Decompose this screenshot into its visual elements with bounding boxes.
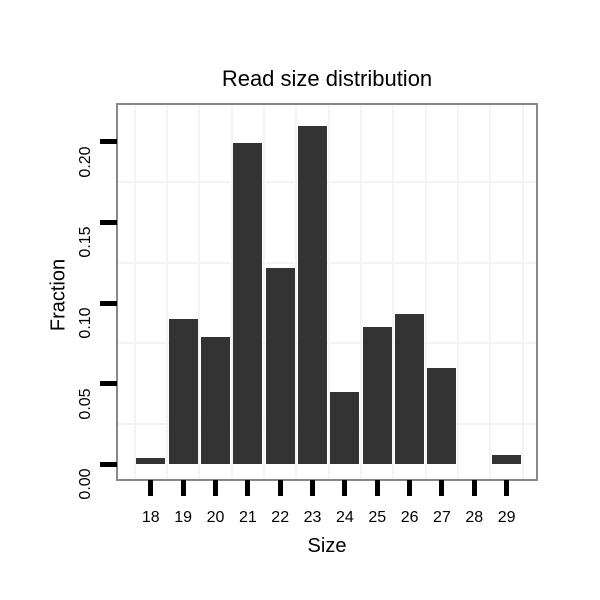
minor-gridline-vertical [133,105,136,479]
y-tick-label: 0.15 [77,226,94,258]
y-axis-tick [100,139,117,145]
x-axis-tick [213,480,218,496]
y-tick-label: 0.00 [77,468,94,500]
y-axis-title: Fraction [47,258,70,332]
minor-gridline-vertical [360,105,363,479]
bar-layer [118,105,536,479]
y-axis-tick [100,300,117,306]
bar [330,391,360,465]
y-tick-label: 0.05 [77,388,94,420]
x-tick-label: 19 [174,509,193,526]
x-axis-tick [504,480,510,496]
minor-gridline-vertical [521,105,524,479]
chart-title: Read size distribution [221,66,433,91]
x-axis-tick [180,480,186,496]
bar [136,457,166,465]
minor-gridline-vertical [392,105,395,479]
y-axis-tick [100,461,117,467]
minor-gridline-vertical [327,105,330,479]
x-axis-tick [245,480,251,496]
bar [168,319,198,465]
x-tick-label: 22 [271,509,290,526]
minor-gridline-vertical [489,105,492,479]
x-axis-tick [148,480,154,496]
x-tick-label: 25 [368,509,387,526]
x-axis-title: Size [307,535,347,557]
x-tick-label: 18 [141,509,160,526]
x-tick-label: 24 [335,509,354,526]
x-axis-tick [342,480,348,496]
x-tick-label: 23 [303,509,322,526]
x-axis-tick [439,480,445,496]
minor-gridline-vertical [424,105,427,479]
bar [427,367,457,465]
x-axis-tick [471,480,477,496]
bar [298,125,328,465]
bar [492,454,522,465]
minor-gridline-vertical [230,105,233,479]
x-axis-tick [277,480,283,496]
minor-gridline-vertical [457,105,460,479]
minor-gridline-vertical [198,105,201,479]
bar [362,327,392,465]
x-axis-tick [374,480,380,496]
x-axis-tick [407,480,413,496]
x-tick-label: 27 [433,509,451,526]
y-tick-label: 0.10 [77,307,94,339]
minor-gridline-vertical [263,105,266,479]
x-axis-tick [310,480,316,496]
bar [201,336,230,465]
x-tick-label: 21 [238,509,257,526]
y-axis-tick [100,219,117,225]
minor-gridline-vertical [295,105,298,479]
y-axis-tick [100,381,117,387]
y-tick-label: 0.20 [77,146,94,178]
plot-panel [116,103,538,481]
minor-gridline-vertical [165,105,168,479]
bar [395,314,425,465]
x-tick-label: 20 [206,509,225,526]
bar [265,267,295,465]
x-tick-label: 29 [497,509,516,526]
x-tick-label: 28 [465,509,484,526]
bar [233,143,263,465]
x-tick-label: 26 [400,509,419,526]
